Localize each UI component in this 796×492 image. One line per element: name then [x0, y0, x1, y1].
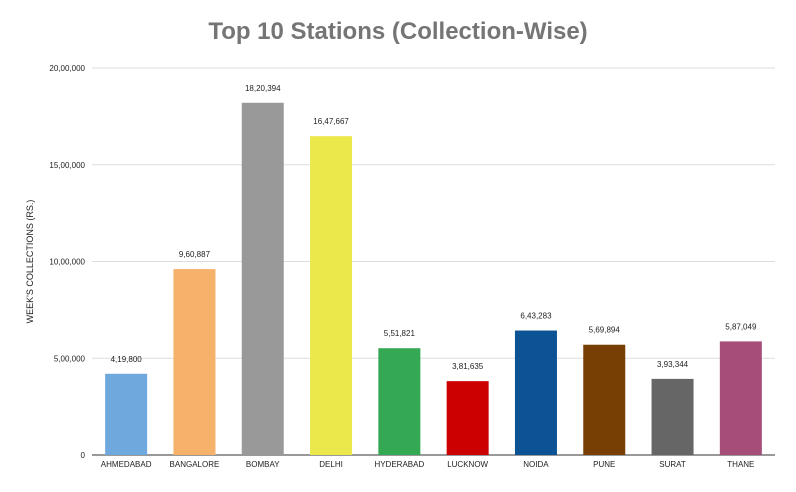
y-tick-label: 20,00,000	[49, 64, 85, 73]
chart-title: Top 10 Stations (Collection-Wise)	[208, 18, 588, 45]
y-tick-label: 10,00,000	[49, 258, 85, 267]
x-tick-label: DELHI	[319, 460, 343, 469]
data-label: 3,93,344	[657, 360, 689, 369]
x-tick-label: AHMEDABAD	[101, 460, 152, 469]
bar	[514, 330, 557, 455]
bar	[105, 373, 148, 455]
bar	[241, 102, 284, 456]
bar	[583, 344, 626, 455]
x-tick-label: PUNE	[593, 460, 615, 469]
x-tick-label: HYDERABAD	[374, 460, 424, 469]
x-tick-label: LUCKNOW	[447, 460, 488, 469]
bar	[651, 378, 694, 455]
y-axis-title: WEEK'S COLLECTIONS (RS.)	[25, 200, 35, 324]
data-label: 3,81,635	[452, 362, 484, 371]
bar	[310, 136, 353, 455]
y-tick-label: 15,00,000	[49, 161, 85, 170]
x-tick-label: THANE	[727, 460, 754, 469]
y-tick-label: 5,00,000	[54, 354, 86, 363]
data-label: 6,43,283	[520, 312, 552, 321]
y-tick-label: 0	[81, 451, 86, 460]
data-label: 9,60,887	[179, 250, 211, 259]
data-label: 18,20,394	[245, 84, 281, 93]
x-tick-label: SURAT	[659, 460, 686, 469]
data-label: 5,87,049	[725, 322, 757, 331]
bar	[446, 381, 489, 455]
bar	[719, 341, 762, 455]
data-label: 16,47,667	[313, 117, 349, 126]
bar	[378, 348, 421, 455]
x-tick-label: BOMBAY	[246, 460, 280, 469]
data-label: 5,51,821	[384, 329, 416, 338]
x-tick-label: BANGALORE	[170, 460, 220, 469]
data-label: 4,19,800	[111, 355, 143, 364]
bar	[173, 269, 216, 455]
data-label: 5,69,894	[589, 326, 621, 335]
x-tick-label: NOIDA	[523, 460, 549, 469]
